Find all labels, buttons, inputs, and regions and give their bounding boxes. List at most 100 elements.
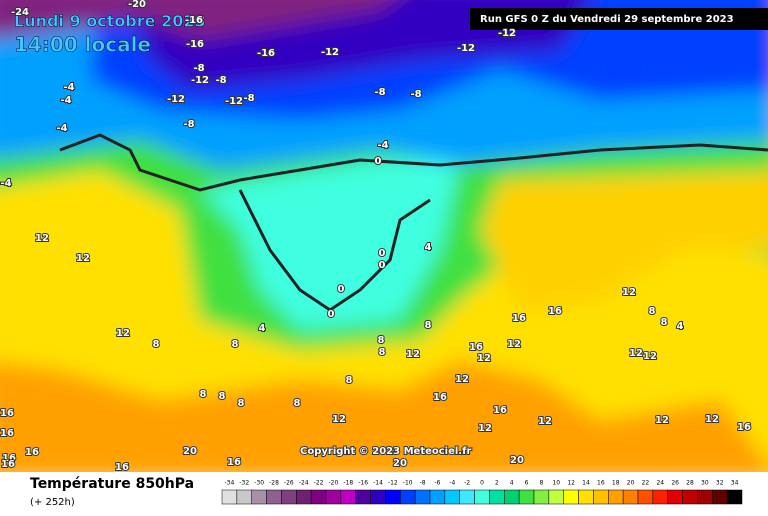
scale-swatch: [429, 489, 446, 505]
contour-label: 8: [378, 335, 385, 346]
contour-label: -12: [498, 28, 516, 39]
contour-label: 8: [649, 306, 656, 317]
scale-swatch: [221, 489, 238, 505]
contour-label: 12: [76, 253, 90, 264]
scale-label: -6: [434, 480, 440, 487]
contour-label: -4: [0, 178, 11, 189]
scale-swatch: [355, 489, 371, 505]
contour-label: 20: [510, 455, 524, 466]
contour-label: -12: [225, 96, 243, 107]
scale-swatch: [726, 489, 743, 505]
scale-label: -20: [329, 480, 339, 487]
contour-label: -8: [243, 93, 254, 104]
contour-label: 16: [1, 459, 15, 470]
contour-label: 12: [478, 423, 492, 434]
contour-label: -24: [11, 7, 29, 18]
zero-isotherm: [238, 189, 431, 312]
contour-label: 12: [643, 351, 657, 362]
contour-label: 12: [455, 374, 469, 385]
scale-swatch: [548, 489, 564, 505]
scale-swatch: [414, 489, 431, 505]
scale-label: -18: [343, 480, 353, 487]
contour-label: 12: [116, 328, 130, 339]
scale-label: -34: [225, 480, 235, 487]
scale-label: 6: [525, 480, 529, 487]
contour-label: -16: [257, 48, 275, 59]
scale-label: -26: [284, 480, 294, 487]
contour-label: 8: [153, 339, 160, 350]
contour-label: -8: [193, 63, 204, 74]
contour-label: -12: [457, 43, 475, 54]
contour-label: -4: [56, 123, 67, 134]
contour-label: 12: [507, 339, 521, 350]
scale-swatch: [459, 489, 475, 505]
scale-label: 34: [731, 480, 739, 487]
scale-label: -14: [373, 480, 383, 487]
scale-label: 32: [716, 480, 724, 487]
contour-label: 4: [259, 323, 266, 334]
scale-label: 14: [582, 480, 590, 487]
run-banner: [470, 8, 768, 30]
contour-label: 20: [183, 446, 197, 457]
scale-label: 8: [540, 480, 544, 487]
contour-label: -12: [167, 94, 185, 105]
contour-label: 16: [0, 408, 14, 419]
scale-swatch: [400, 489, 416, 505]
scale-label: 10: [552, 480, 560, 487]
contour-label: 0: [328, 309, 335, 320]
contour-label: 12: [332, 414, 346, 425]
scale-label: -8: [420, 480, 426, 487]
scale-swatch: [385, 489, 401, 505]
scale-label: -30: [254, 480, 264, 487]
contour-label: -12: [191, 75, 209, 86]
contour-label: 16: [548, 306, 562, 317]
contour-label: 8: [661, 317, 668, 328]
scale-label: 24: [656, 480, 664, 487]
contour-label: 4: [425, 242, 432, 253]
zero-isotherm: [59, 133, 768, 192]
contour-label: 8: [238, 398, 245, 409]
contour-label: 8: [200, 389, 207, 400]
contour-label: 16: [0, 428, 14, 439]
contour-label: 12: [705, 414, 719, 425]
contour-label: -4: [60, 95, 71, 106]
contour-label: 8: [425, 320, 432, 331]
contour-label: 12: [406, 349, 420, 360]
contour-label: 12: [35, 233, 49, 244]
scale-swatch: [712, 489, 728, 505]
scale-label: 18: [612, 480, 620, 487]
scale-swatch: [682, 489, 698, 505]
contour-label: -4: [377, 140, 388, 151]
scale-swatch: [444, 489, 460, 505]
scale-swatch: [608, 489, 624, 505]
scale-label: -22: [314, 480, 324, 487]
footer-title: Température 850hPa: [30, 476, 194, 492]
scale-swatch: [310, 489, 327, 505]
scale-label: 2: [495, 480, 499, 487]
contour-label: 16: [227, 457, 241, 468]
scale-swatch: [667, 489, 683, 505]
run-info: Run GFS 0 Z du Vendredi 29 septembre 202…: [480, 14, 734, 25]
contour-label: -8: [410, 89, 421, 100]
contour-label: 8: [232, 339, 239, 350]
contour-label: -16: [185, 15, 203, 26]
scale-label: 16: [597, 480, 605, 487]
scale-swatch: [622, 489, 639, 505]
contour-label: 20: [393, 458, 407, 469]
contour-label: 16: [115, 462, 129, 473]
scale-swatch: [652, 489, 668, 505]
scale-swatch: [281, 489, 297, 505]
contour-label: 8: [294, 398, 301, 409]
contour-label: 12: [629, 348, 643, 359]
contour-label: 16: [2, 453, 16, 464]
scale-label: -10: [403, 480, 413, 487]
scale-label: -4: [449, 480, 455, 487]
scale-label: 0: [480, 480, 484, 487]
scale-swatch: [578, 489, 594, 505]
scale-swatch: [251, 489, 267, 505]
contour-label: -8: [183, 119, 194, 130]
scale-swatch: [489, 489, 505, 505]
contour-label: 0: [338, 284, 345, 295]
scale-swatch: [563, 489, 579, 505]
